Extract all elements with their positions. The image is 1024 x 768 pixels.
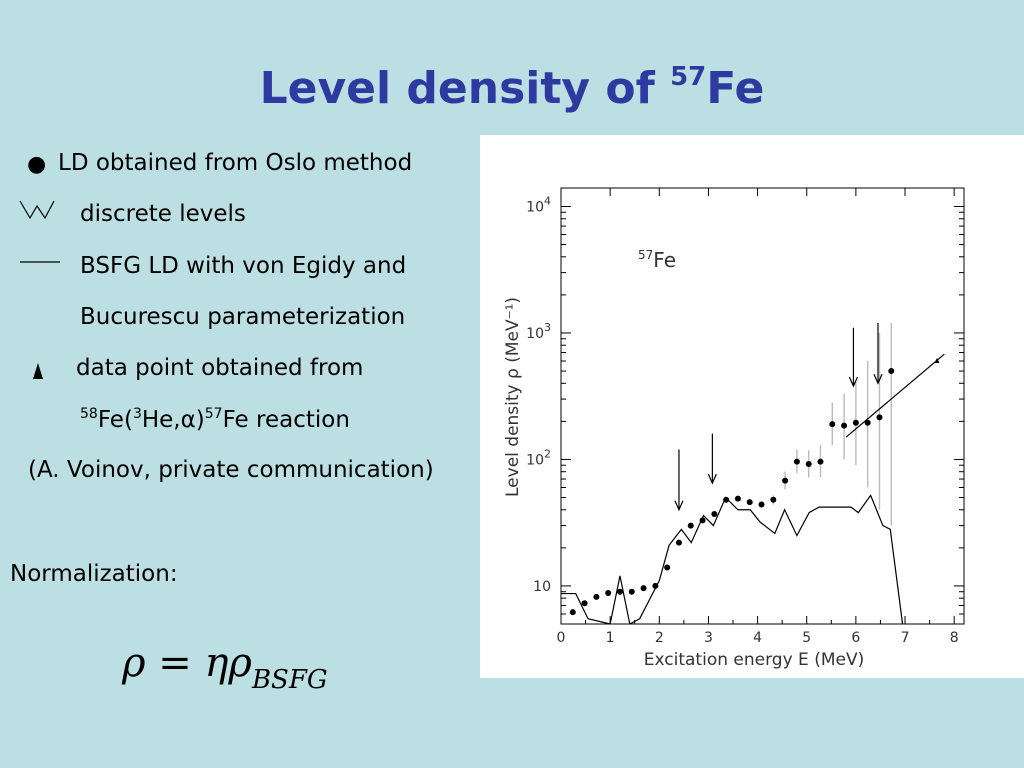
chart-panel: 0 1 2 3 4 5 6 7 8 10 102 103 104 Level density ρ (Me… xyxy=(480,135,1024,678)
x-axis-label: Excitation energy E (MeV) xyxy=(644,650,864,670)
bullet-dot-icon: ● xyxy=(27,152,47,177)
plot-frame xyxy=(560,187,965,625)
bsfg-line xyxy=(845,353,945,438)
data-point xyxy=(864,419,871,426)
arrow-head-icon xyxy=(674,500,684,512)
x-tick-label: 1 xyxy=(606,630,615,646)
data-point xyxy=(841,422,848,429)
legend-datapoint-text: data point obtained from xyxy=(76,355,364,381)
bsfg-line-symbol-icon xyxy=(20,261,60,263)
data-point xyxy=(746,499,753,506)
y-tick-label: 10 xyxy=(533,579,551,595)
normalization-formula: ρ = ηρBSFG xyxy=(122,640,328,695)
data-point xyxy=(581,600,588,607)
x-tick-label: 2 xyxy=(655,630,664,646)
page-title: Level density of 57Fe xyxy=(259,62,765,114)
legend-discrete-text: discrete levels xyxy=(80,201,246,227)
legend-bsfg-text-2: Bucurescu parameterization xyxy=(80,304,406,330)
discrete-levels-symbol-icon xyxy=(19,200,55,220)
y-tick-label: 103 xyxy=(526,321,551,342)
data-point xyxy=(734,495,741,502)
data-point xyxy=(770,496,777,503)
data-point xyxy=(687,522,694,529)
legend-oslo-text: LD obtained from Oslo method xyxy=(58,150,413,176)
data-point xyxy=(664,564,671,571)
x-tick-label: 0 xyxy=(557,630,566,646)
data-point xyxy=(605,589,612,596)
data-point xyxy=(593,593,600,600)
arrow-head-icon xyxy=(848,376,858,388)
data-point xyxy=(852,419,859,426)
data-point-symbol-icon xyxy=(33,363,43,379)
data-point xyxy=(758,501,765,508)
level-density-chart: 0 1 2 3 4 5 6 7 8 10 102 103 104 Level density ρ (Me… xyxy=(503,187,965,670)
data-point xyxy=(675,539,682,546)
voinov-point xyxy=(934,358,940,364)
normalization-label: Normalization: xyxy=(10,561,178,587)
data-point xyxy=(782,477,789,484)
data-point xyxy=(876,414,883,421)
y-tick-label: 102 xyxy=(526,447,551,468)
x-tick-label: 3 xyxy=(704,630,713,646)
x-tick-label: 4 xyxy=(753,630,762,646)
legend-reaction-text: 58Fe(3He,α)57Fe reaction xyxy=(80,406,350,433)
data-point xyxy=(640,585,647,592)
data-point xyxy=(569,609,576,616)
data-point xyxy=(793,458,800,465)
x-tick-label: 8 xyxy=(950,630,959,646)
y-axis-label: Level density ρ (MeV⁻¹) xyxy=(503,297,523,497)
data-point xyxy=(628,588,635,595)
data-point xyxy=(888,368,895,375)
x-tick-label: 6 xyxy=(851,630,860,646)
x-tick-label: 5 xyxy=(802,630,811,646)
data-point xyxy=(817,458,824,465)
arrow-head-icon xyxy=(707,473,717,485)
arrow-head-icon xyxy=(873,374,883,385)
data-point xyxy=(616,588,623,595)
isotope-annotation: 57Fe xyxy=(638,248,676,272)
data-point xyxy=(711,511,718,518)
data-point xyxy=(829,421,836,428)
legend-bsfg-text-1: BSFG LD with von Egidy and xyxy=(80,253,407,279)
y-tick-label: 104 xyxy=(526,194,551,215)
discrete-levels-line xyxy=(561,494,904,624)
x-tick-label: 7 xyxy=(901,630,910,646)
data-point xyxy=(805,461,812,468)
legend-credit-text: (A. Voinov, private communication) xyxy=(28,457,434,483)
